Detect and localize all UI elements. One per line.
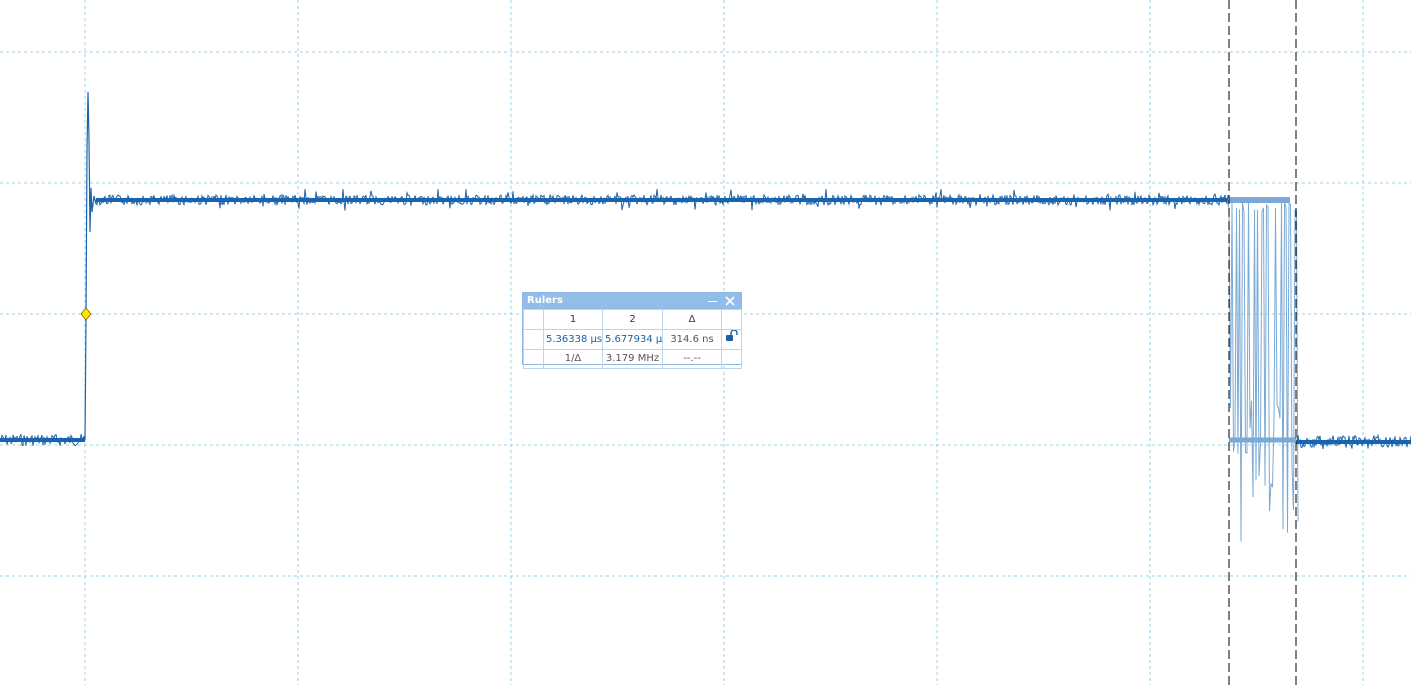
header-cell-blank [523,309,544,330]
rulers-panel: Rulers 1 2 Δ 5.36338 μs 5.677934 μs 314.… [522,292,742,369]
header-cell-delta: Δ [662,309,722,330]
header-cell-ruler-2: 2 [602,309,663,330]
freq-row-blank [523,349,544,369]
rulers-frequency-row: 1/Δ 3.179 MHz --.-- [523,349,742,369]
inverse-delta-value: 3.179 MHz [602,349,663,369]
waveform-trace [0,91,1411,542]
trace-high-level [95,188,1229,211]
delta-time: 314.6 ns [662,329,722,350]
trace-rising-edge [84,91,97,441]
freq-row-end [721,349,742,369]
lock-toggle[interactable] [721,329,742,350]
rulers-title: Rulers [527,295,563,306]
rulers-time-row: 5.36338 μs 5.677934 μs 314.6 ns [523,329,742,350]
rulers-table: 1 2 Δ 5.36338 μs 5.677934 μs 314.6 ns 1/… [523,309,742,369]
freq-extra-value: --.-- [662,349,722,369]
rulers-titlebar[interactable]: Rulers [523,293,741,309]
header-cell-ruler-1: 1 [543,309,603,330]
trace-ringing-burst [1227,199,1299,542]
trigger-diamond-icon[interactable] [80,307,92,321]
time-row-blank [523,329,544,350]
rulers-header-row: 1 2 Δ [523,309,742,330]
ruler-1-time[interactable]: 5.36338 μs [543,329,603,350]
minimize-icon[interactable] [706,293,720,309]
header-cell-lock [721,309,742,330]
close-icon[interactable] [723,294,737,308]
ruler-2-time[interactable]: 5.677934 μs [602,329,663,350]
unlock-icon[interactable] [725,330,739,342]
trace-low-right [1295,433,1411,450]
inverse-delta-label: 1/Δ [543,349,603,369]
